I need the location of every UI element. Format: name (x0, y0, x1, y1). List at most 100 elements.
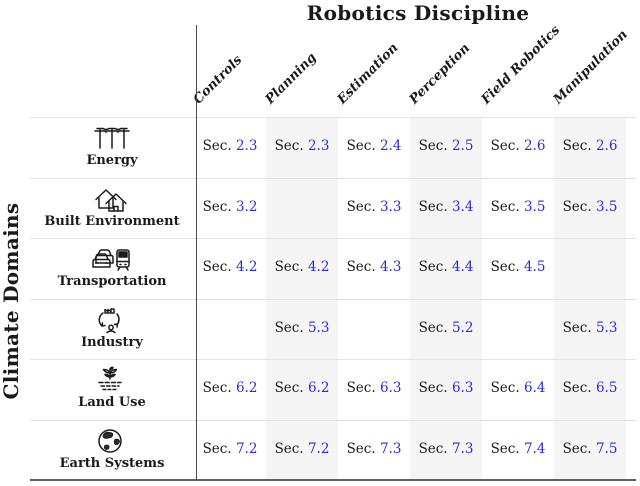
circular-economy-icon (90, 305, 134, 335)
vehicles-icon (90, 244, 134, 274)
section-link[interactable]: 7.2 (235, 440, 258, 457)
section-link[interactable]: 2.6 (595, 138, 618, 155)
cell-land-use-estimation: Sec. 6.3 (338, 380, 410, 396)
section-link[interactable]: 2.4 (379, 138, 402, 155)
cell-transportation-perception: Sec. 4.4 (410, 259, 482, 275)
section-link[interactable]: 2.3 (307, 138, 330, 155)
section-link[interactable]: 6.2 (307, 380, 330, 397)
row-divider (30, 177, 636, 179)
section-prefix: Sec. (490, 198, 520, 215)
section-prefix: Sec. (346, 198, 376, 215)
cell-transportation-estimation: Sec. 4.3 (338, 259, 410, 275)
section-link[interactable]: 6.5 (595, 380, 618, 397)
section-link[interactable]: 6.4 (523, 380, 546, 397)
section-prefix: Sec. (202, 380, 232, 397)
column-header-planning: Planning (262, 50, 320, 108)
section-prefix: Sec. (562, 138, 592, 155)
section-link[interactable]: 5.3 (595, 319, 618, 336)
cell-industry-planning: Sec. 5.3 (266, 320, 338, 336)
cell-industry-perception: Sec. 5.2 (410, 320, 482, 336)
cell-transportation-controls: Sec. 4.2 (194, 259, 266, 275)
sprout-icon (90, 365, 134, 395)
cell-transportation-field-robotics: Sec. 4.5 (482, 259, 554, 275)
cell-energy-perception: Sec. 2.5 (410, 138, 482, 154)
section-link[interactable]: 7.5 (595, 440, 618, 457)
row-label-earth-systems: Earth Systems (59, 455, 165, 471)
row-divider (30, 359, 636, 360)
section-prefix: Sec. (562, 380, 592, 397)
column-header-controls: Controls (190, 52, 246, 108)
section-prefix: Sec. (274, 138, 304, 155)
section-link[interactable]: 7.2 (307, 440, 330, 457)
power-lines-icon (90, 123, 134, 153)
section-prefix: Sec. (346, 138, 376, 155)
section-prefix: Sec. (202, 198, 232, 215)
column-header-perception: Perception (406, 40, 474, 108)
section-link[interactable]: 2.5 (451, 138, 474, 155)
section-prefix: Sec. (490, 138, 520, 155)
cell-industry-manipulation: Sec. 5.3 (554, 320, 626, 336)
section-link[interactable]: 4.5 (523, 259, 546, 276)
section-prefix: Sec. (490, 380, 520, 397)
cell-land-use-planning: Sec. 6.2 (266, 380, 338, 396)
section-prefix: Sec. (274, 380, 304, 397)
row-divider (30, 238, 636, 239)
section-link[interactable]: 4.3 (379, 259, 402, 276)
section-link[interactable]: 5.3 (307, 319, 330, 336)
section-link[interactable]: 4.4 (451, 259, 474, 276)
section-link[interactable]: 3.2 (235, 198, 258, 215)
section-prefix: Sec. (418, 319, 448, 336)
cell-energy-estimation: Sec. 2.4 (338, 138, 410, 154)
section-link[interactable]: 3.5 (595, 198, 618, 215)
section-link[interactable]: 7.4 (523, 440, 546, 457)
table-title: Robotics Discipline (306, 1, 530, 25)
section-link[interactable]: 7.3 (451, 440, 474, 457)
section-link[interactable]: 6.2 (235, 380, 258, 397)
section-prefix: Sec. (202, 259, 232, 276)
row-label-industry: Industry (81, 334, 143, 350)
cell-built-environment-manipulation: Sec. 3.5 (554, 199, 626, 215)
section-link[interactable]: 3.3 (379, 198, 402, 215)
section-link[interactable]: 2.6 (523, 138, 546, 155)
column-header-estimation: Estimation (334, 40, 402, 108)
section-prefix: Sec. (202, 138, 232, 155)
row-label-energy: Energy (86, 153, 138, 168)
section-link[interactable]: 4.2 (307, 259, 330, 276)
row-divider (30, 298, 636, 300)
houses-icon (90, 184, 134, 214)
cell-energy-manipulation: Sec. 2.6 (554, 138, 626, 154)
column-header-manipulation: Manipulation (550, 27, 631, 108)
section-link[interactable]: 7.3 (379, 440, 402, 457)
cell-energy-field-robotics: Sec. 2.6 (482, 138, 554, 154)
header-vertical-rule (196, 25, 197, 480)
cell-transportation-planning: Sec. 4.2 (266, 259, 338, 275)
cell-built-environment-perception: Sec. 3.4 (410, 199, 482, 215)
section-prefix: Sec. (346, 259, 376, 276)
cell-land-use-controls: Sec. 6.2 (194, 380, 266, 396)
section-prefix: Sec. (418, 380, 448, 397)
section-prefix: Sec. (274, 440, 304, 457)
section-link[interactable]: 3.5 (523, 198, 546, 215)
section-prefix: Sec. (562, 440, 592, 457)
cell-earth-systems-estimation: Sec. 7.3 (338, 441, 410, 457)
section-prefix: Sec. (418, 259, 448, 276)
row-label-built-environment: Built Environment (44, 213, 180, 229)
cell-built-environment-controls: Sec. 3.2 (194, 199, 266, 215)
section-link[interactable]: 3.4 (451, 198, 474, 215)
section-prefix: Sec. (490, 259, 520, 276)
row-label-transportation: Transportation (57, 274, 167, 289)
section-prefix: Sec. (490, 440, 520, 457)
section-prefix: Sec. (562, 198, 592, 215)
section-link[interactable]: 5.2 (451, 319, 474, 336)
section-prefix: Sec. (346, 440, 376, 457)
section-link[interactable]: 4.2 (235, 259, 258, 276)
globe-icon (90, 426, 134, 456)
section-prefix: Sec. (418, 440, 448, 457)
section-link[interactable]: 6.3 (451, 380, 474, 397)
section-link[interactable]: 2.3 (235, 138, 258, 155)
section-link[interactable]: 6.3 (379, 380, 402, 397)
section-prefix: Sec. (418, 138, 448, 155)
section-prefix: Sec. (562, 319, 592, 336)
